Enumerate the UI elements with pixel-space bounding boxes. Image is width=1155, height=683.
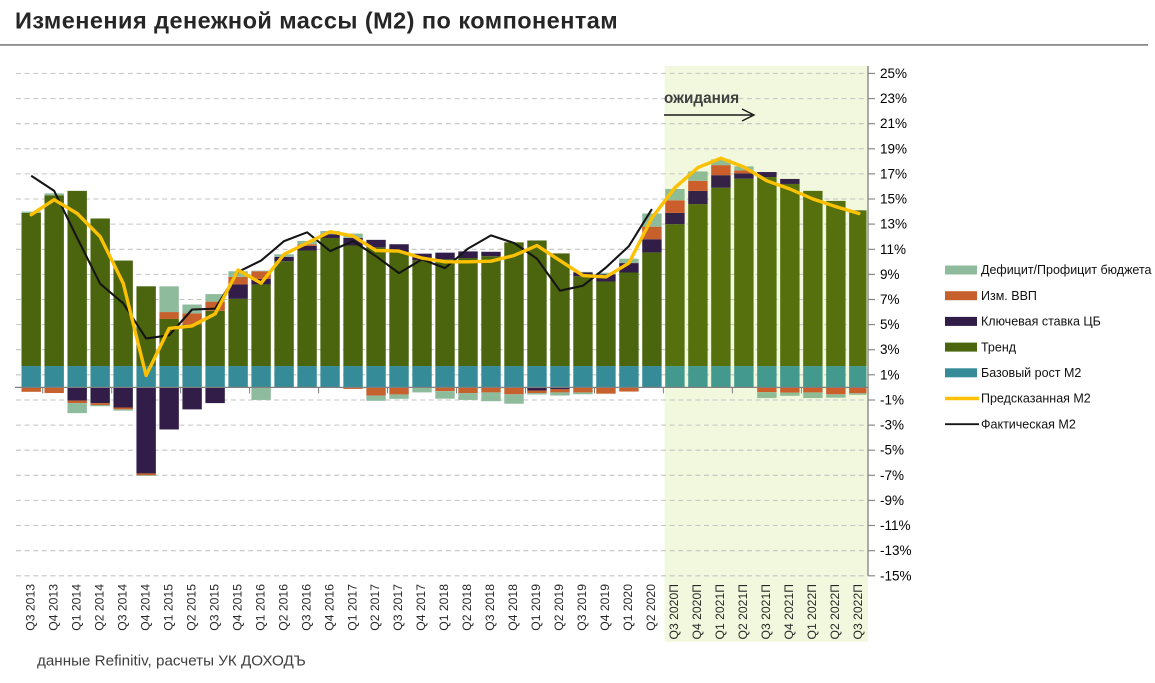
svg-text:Q1 2018: Q1 2018 [437,584,451,631]
svg-text:17%: 17% [880,166,907,181]
svg-text:Q4 2017: Q4 2017 [414,584,428,631]
svg-text:Q1 2022П: Q1 2022П [805,584,819,640]
svg-text:Q4 2016: Q4 2016 [322,584,336,631]
svg-text:15%: 15% [880,192,907,207]
svg-text:Q1 2020: Q1 2020 [621,584,635,631]
svg-text:Q2 2020: Q2 2020 [644,584,658,631]
svg-text:-13%: -13% [880,543,912,558]
svg-text:7%: 7% [880,292,900,307]
svg-text:-9%: -9% [880,493,904,508]
svg-text:Q2 2018: Q2 2018 [460,584,474,631]
svg-text:Q3 2015: Q3 2015 [207,584,221,631]
svg-text:Ключевая ставка ЦБ: Ключевая ставка ЦБ [981,315,1101,329]
svg-text:3%: 3% [880,342,900,357]
svg-text:Q3 2022П: Q3 2022П [851,584,865,640]
svg-text:Фактическая М2: Фактическая М2 [981,417,1076,431]
svg-text:5%: 5% [880,317,900,332]
svg-text:Q3 2020П: Q3 2020П [667,584,681,640]
svg-text:Q4 2019: Q4 2019 [598,584,612,631]
svg-text:ожидания: ожидания [664,90,739,107]
svg-text:Q2 2016: Q2 2016 [276,584,290,631]
svg-text:Q4 2018: Q4 2018 [506,584,520,631]
svg-text:Q1 2021П: Q1 2021П [713,584,727,640]
svg-text:-5%: -5% [880,443,904,458]
svg-text:Q1 2019: Q1 2019 [529,584,543,631]
svg-text:19%: 19% [880,141,907,156]
svg-text:11%: 11% [880,242,906,257]
svg-text:Q1 2017: Q1 2017 [345,584,359,631]
svg-text:Q2 2015: Q2 2015 [184,584,198,631]
svg-text:1%: 1% [880,367,900,382]
svg-text:9%: 9% [880,267,900,282]
svg-text:Q4 2021П: Q4 2021П [782,584,796,640]
svg-text:Q2 2019: Q2 2019 [552,584,566,631]
svg-text:Q3 2017: Q3 2017 [391,584,405,631]
svg-text:Q4 2013: Q4 2013 [46,584,60,631]
svg-text:Дефицит/Профицит бюджета: Дефицит/Профицит бюджета [981,263,1152,277]
svg-text:Q1 2016: Q1 2016 [253,584,267,631]
svg-text:Изменения денежной массы (М2): Изменения денежной массы (М2) по компоне… [15,8,618,34]
svg-text:Q3 2013: Q3 2013 [23,584,37,631]
svg-text:21%: 21% [880,116,907,131]
svg-text:-11%: -11% [880,518,911,533]
svg-text:Q2 2014: Q2 2014 [92,584,106,631]
svg-text:Базовый рост М2: Базовый рост М2 [981,366,1081,380]
svg-text:Предсказанная М2: Предсказанная М2 [981,392,1091,406]
svg-text:Q1 2014: Q1 2014 [69,584,83,631]
svg-text:Q3 2018: Q3 2018 [483,584,497,631]
svg-text:23%: 23% [880,91,907,106]
svg-text:Q3 2014: Q3 2014 [115,584,129,631]
svg-text:Q3 2019: Q3 2019 [575,584,589,631]
svg-text:Q2 2021П: Q2 2021П [736,584,750,640]
svg-text:-7%: -7% [880,468,904,483]
svg-text:Изм. ВВП: Изм. ВВП [981,289,1037,303]
svg-text:Q2 2017: Q2 2017 [368,584,382,631]
svg-text:Тренд: Тренд [981,340,1017,354]
svg-text:-3%: -3% [880,418,904,433]
svg-text:Q2 2022П: Q2 2022П [828,584,842,640]
svg-text:Q3 2016: Q3 2016 [299,584,313,631]
svg-text:данные Refinitiv, расчеты УК Д: данные Refinitiv, расчеты УК ДОХОДЪ [37,653,306,670]
svg-text:Q4 2014: Q4 2014 [138,584,152,631]
svg-text:Q1 2015: Q1 2015 [161,584,175,631]
svg-text:Q4 2015: Q4 2015 [230,584,244,631]
svg-text:-1%: -1% [880,393,904,408]
svg-text:25%: 25% [880,66,907,81]
svg-text:-15%: -15% [880,568,912,583]
svg-text:Q3 2021П: Q3 2021П [759,584,773,640]
svg-text:Q4 2020П: Q4 2020П [690,584,704,640]
svg-text:13%: 13% [880,217,907,232]
